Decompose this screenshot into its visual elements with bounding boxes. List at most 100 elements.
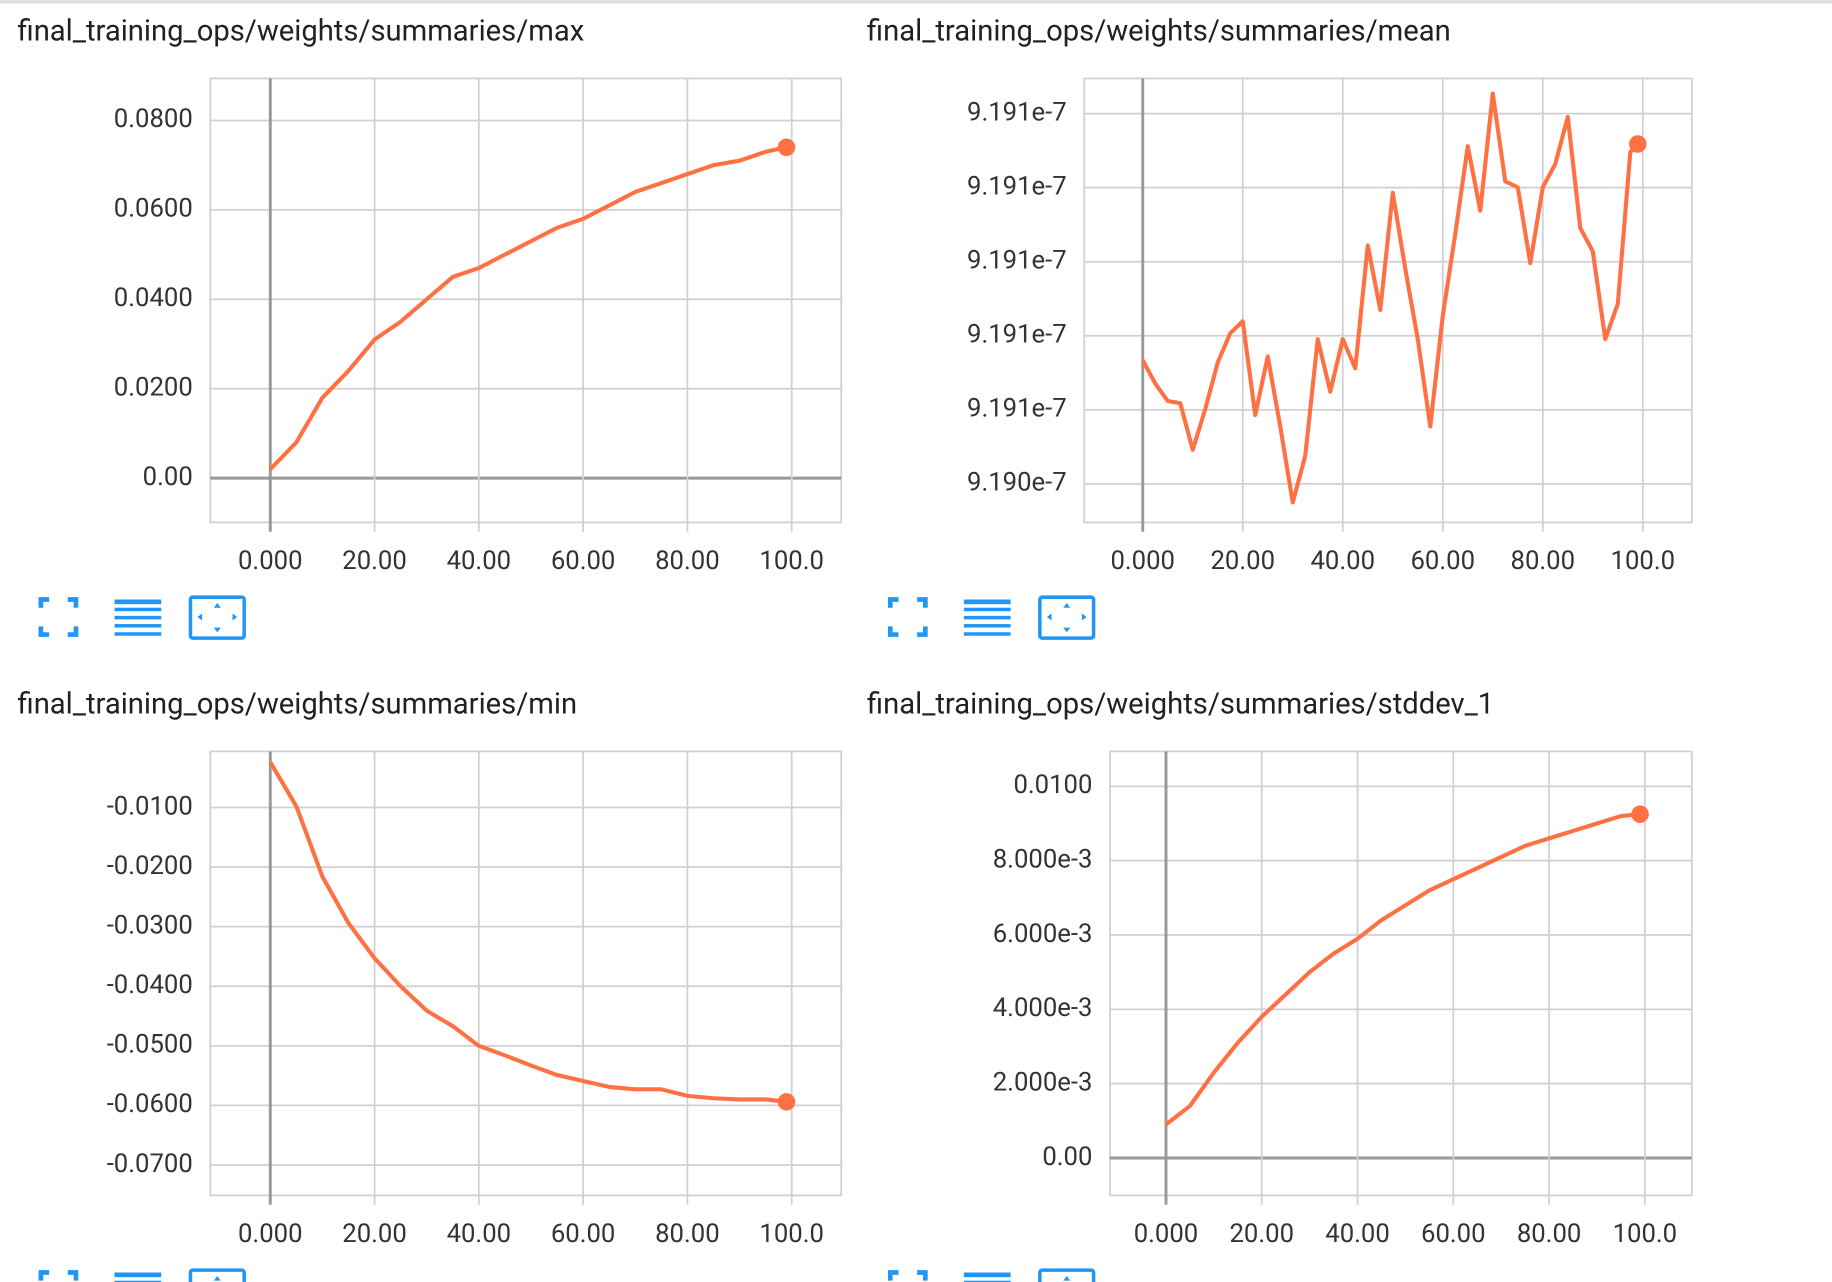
x-tick-label: 80.00 (1511, 546, 1576, 576)
y-tick-label: 9.191e-7 (967, 171, 1067, 201)
line-series (268, 761, 787, 1104)
x-tick-label: 100.0 (1613, 1219, 1678, 1249)
icon (114, 615, 162, 620)
y-tick-label: -0.0700 (107, 1149, 193, 1179)
y-tick-label: -0.0500 (107, 1030, 193, 1060)
x-tick-label: 20.00 (1229, 1219, 1294, 1249)
icon (887, 597, 928, 637)
line-series (1140, 91, 1640, 505)
x-tick-label: 60.00 (551, 1219, 616, 1249)
icon (1038, 595, 1096, 640)
x-tick-label: 0.000 (238, 1219, 303, 1249)
icon (114, 599, 162, 605)
x-tick-label: 0.000 (238, 546, 303, 576)
x-tick-label: 20.00 (342, 546, 407, 576)
chart-title: final_training_ops/weights/summaries/min (18, 688, 578, 722)
last-point (777, 1093, 796, 1111)
data-table-button[interactable] (114, 1272, 162, 1282)
icon (1038, 1268, 1096, 1282)
y-tick-label: -0.0400 (107, 970, 193, 1000)
y-tick-label: 2.000e-3 (993, 1067, 1093, 1097)
line-series (268, 145, 787, 471)
data-table-button[interactable] (114, 599, 162, 636)
y-tick-label: 9.191e-7 (967, 246, 1067, 276)
icon (197, 603, 238, 633)
icon (1046, 603, 1087, 633)
chart-title: final_training_ops/weights/summaries/std… (867, 688, 1494, 722)
x-tick-label: 100.0 (1611, 546, 1676, 576)
chart: final_training_ops/weights/summaries/min… (18, 688, 843, 1282)
x-tick-label: 0.000 (1134, 1219, 1199, 1249)
chart: final_training_ops/weights/summaries/mea… (867, 15, 1693, 640)
x-tick-label: 80.00 (655, 1219, 720, 1249)
plot-frame (1109, 750, 1693, 1197)
icon (963, 607, 1011, 612)
x-tick-label: 40.00 (447, 1219, 512, 1249)
icon (114, 1280, 162, 1282)
x-tick-label: 0.000 (1110, 546, 1175, 576)
fullscreen-button[interactable] (887, 1270, 928, 1282)
plot-frame (209, 750, 843, 1197)
icon (963, 624, 1011, 628)
last-point (1631, 805, 1649, 823)
x-tick-label: 60.00 (1411, 546, 1476, 576)
y-tick-label: 8.000e-3 (993, 844, 1093, 874)
y-tick-label: 0.0400 (114, 283, 193, 313)
line-series (1164, 812, 1641, 1127)
data-table-button[interactable] (963, 1272, 1011, 1282)
x-tick-label: 60.00 (551, 546, 616, 576)
x-tick-label: 100.0 (759, 546, 824, 576)
y-tick-label: -0.0600 (107, 1089, 193, 1119)
icon (38, 597, 79, 637)
icon (114, 607, 162, 612)
data-table-button[interactable] (963, 599, 1011, 636)
fullscreen-button[interactable] (38, 1270, 79, 1282)
icon (963, 1272, 1011, 1278)
x-tick-label: 60.00 (1421, 1219, 1486, 1249)
icon (963, 1280, 1011, 1282)
icon (114, 624, 162, 628)
y-tick-label: 0.00 (1042, 1142, 1092, 1172)
y-tick-label: 0.0800 (114, 104, 193, 134)
y-tick-label: 9.191e-7 (967, 320, 1067, 350)
fit-domain-button[interactable] (1038, 595, 1096, 640)
x-tick-label: 80.00 (655, 546, 720, 576)
y-tick-label: 0.00 (143, 462, 193, 492)
plot-frame (209, 77, 843, 524)
y-tick-label: 6.000e-3 (993, 919, 1093, 949)
fit-domain-button[interactable] (188, 595, 246, 640)
icon (188, 595, 246, 640)
last-point (777, 138, 796, 157)
x-tick-label: 20.00 (342, 1219, 407, 1249)
fit-domain-button[interactable] (188, 1268, 246, 1282)
fullscreen-button[interactable] (887, 597, 928, 637)
x-tick-label: 80.00 (1517, 1219, 1582, 1249)
chart-title: final_training_ops/weights/summaries/max (18, 15, 585, 49)
fullscreen-button[interactable] (38, 597, 79, 637)
icon (963, 615, 1011, 620)
y-tick-label: 9.191e-7 (967, 97, 1067, 127)
y-tick-label: 0.0200 (114, 373, 193, 403)
chart: final_training_ops/weights/summaries/max… (18, 15, 843, 640)
icon (213, 1276, 221, 1281)
y-tick-label: -0.0300 (107, 910, 193, 940)
y-tick-label: 4.000e-3 (993, 993, 1093, 1023)
last-point (1629, 135, 1647, 153)
icon (114, 1272, 162, 1278)
y-tick-label: 9.190e-7 (967, 468, 1067, 498)
y-tick-label: 0.0100 (1013, 770, 1092, 800)
y-tick-label: 9.191e-7 (967, 394, 1067, 424)
x-tick-label: 40.00 (1325, 1219, 1390, 1249)
icon (963, 599, 1011, 605)
y-tick-label: 0.0600 (114, 194, 193, 224)
fit-domain-button[interactable] (1038, 1268, 1096, 1282)
x-tick-label: 100.0 (759, 1219, 824, 1249)
icon (114, 632, 162, 636)
icon (38, 1270, 79, 1281)
icon (188, 1268, 246, 1282)
plot-frame (1083, 77, 1693, 524)
icon (963, 632, 1011, 636)
x-tick-label: 40.00 (1311, 546, 1376, 576)
icon (1063, 1276, 1071, 1281)
